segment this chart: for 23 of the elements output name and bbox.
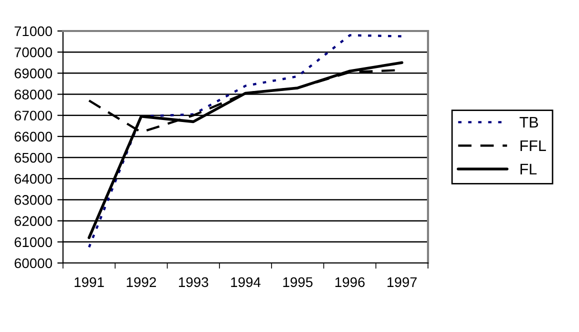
y-tick-label: 71000 xyxy=(14,26,52,36)
legend-label: FL xyxy=(520,164,537,174)
x-tick-label: 1993 xyxy=(178,277,208,288)
y-tick-label: 70000 xyxy=(14,47,52,58)
x-tick-label: 1995 xyxy=(283,277,313,288)
x-tick-label: 1992 xyxy=(126,277,156,288)
line-series xyxy=(88,34,404,248)
y-tick-label: 64000 xyxy=(14,174,52,184)
y-tick-label: 69000 xyxy=(14,68,52,78)
y-tick-label: 68000 xyxy=(14,90,52,100)
y-tick-label: 65000 xyxy=(14,152,52,163)
y-tick-label: 63000 xyxy=(14,195,52,205)
legend-label: TB xyxy=(520,117,538,128)
y-tick-label: 67000 xyxy=(14,110,52,121)
x-tick-label: 1997 xyxy=(388,277,417,288)
x-tick-label: 1991 xyxy=(74,277,104,288)
y-tick-label: 66000 xyxy=(14,132,52,142)
x-tick-label: 1996 xyxy=(335,277,365,288)
y-tick-label: 62000 xyxy=(14,216,52,226)
x-tick-label: 1994 xyxy=(231,277,261,288)
y-tick-label: 60000 xyxy=(14,258,52,268)
legend-label: FFL xyxy=(520,140,546,151)
y-tick-label: 61000 xyxy=(14,237,52,248)
